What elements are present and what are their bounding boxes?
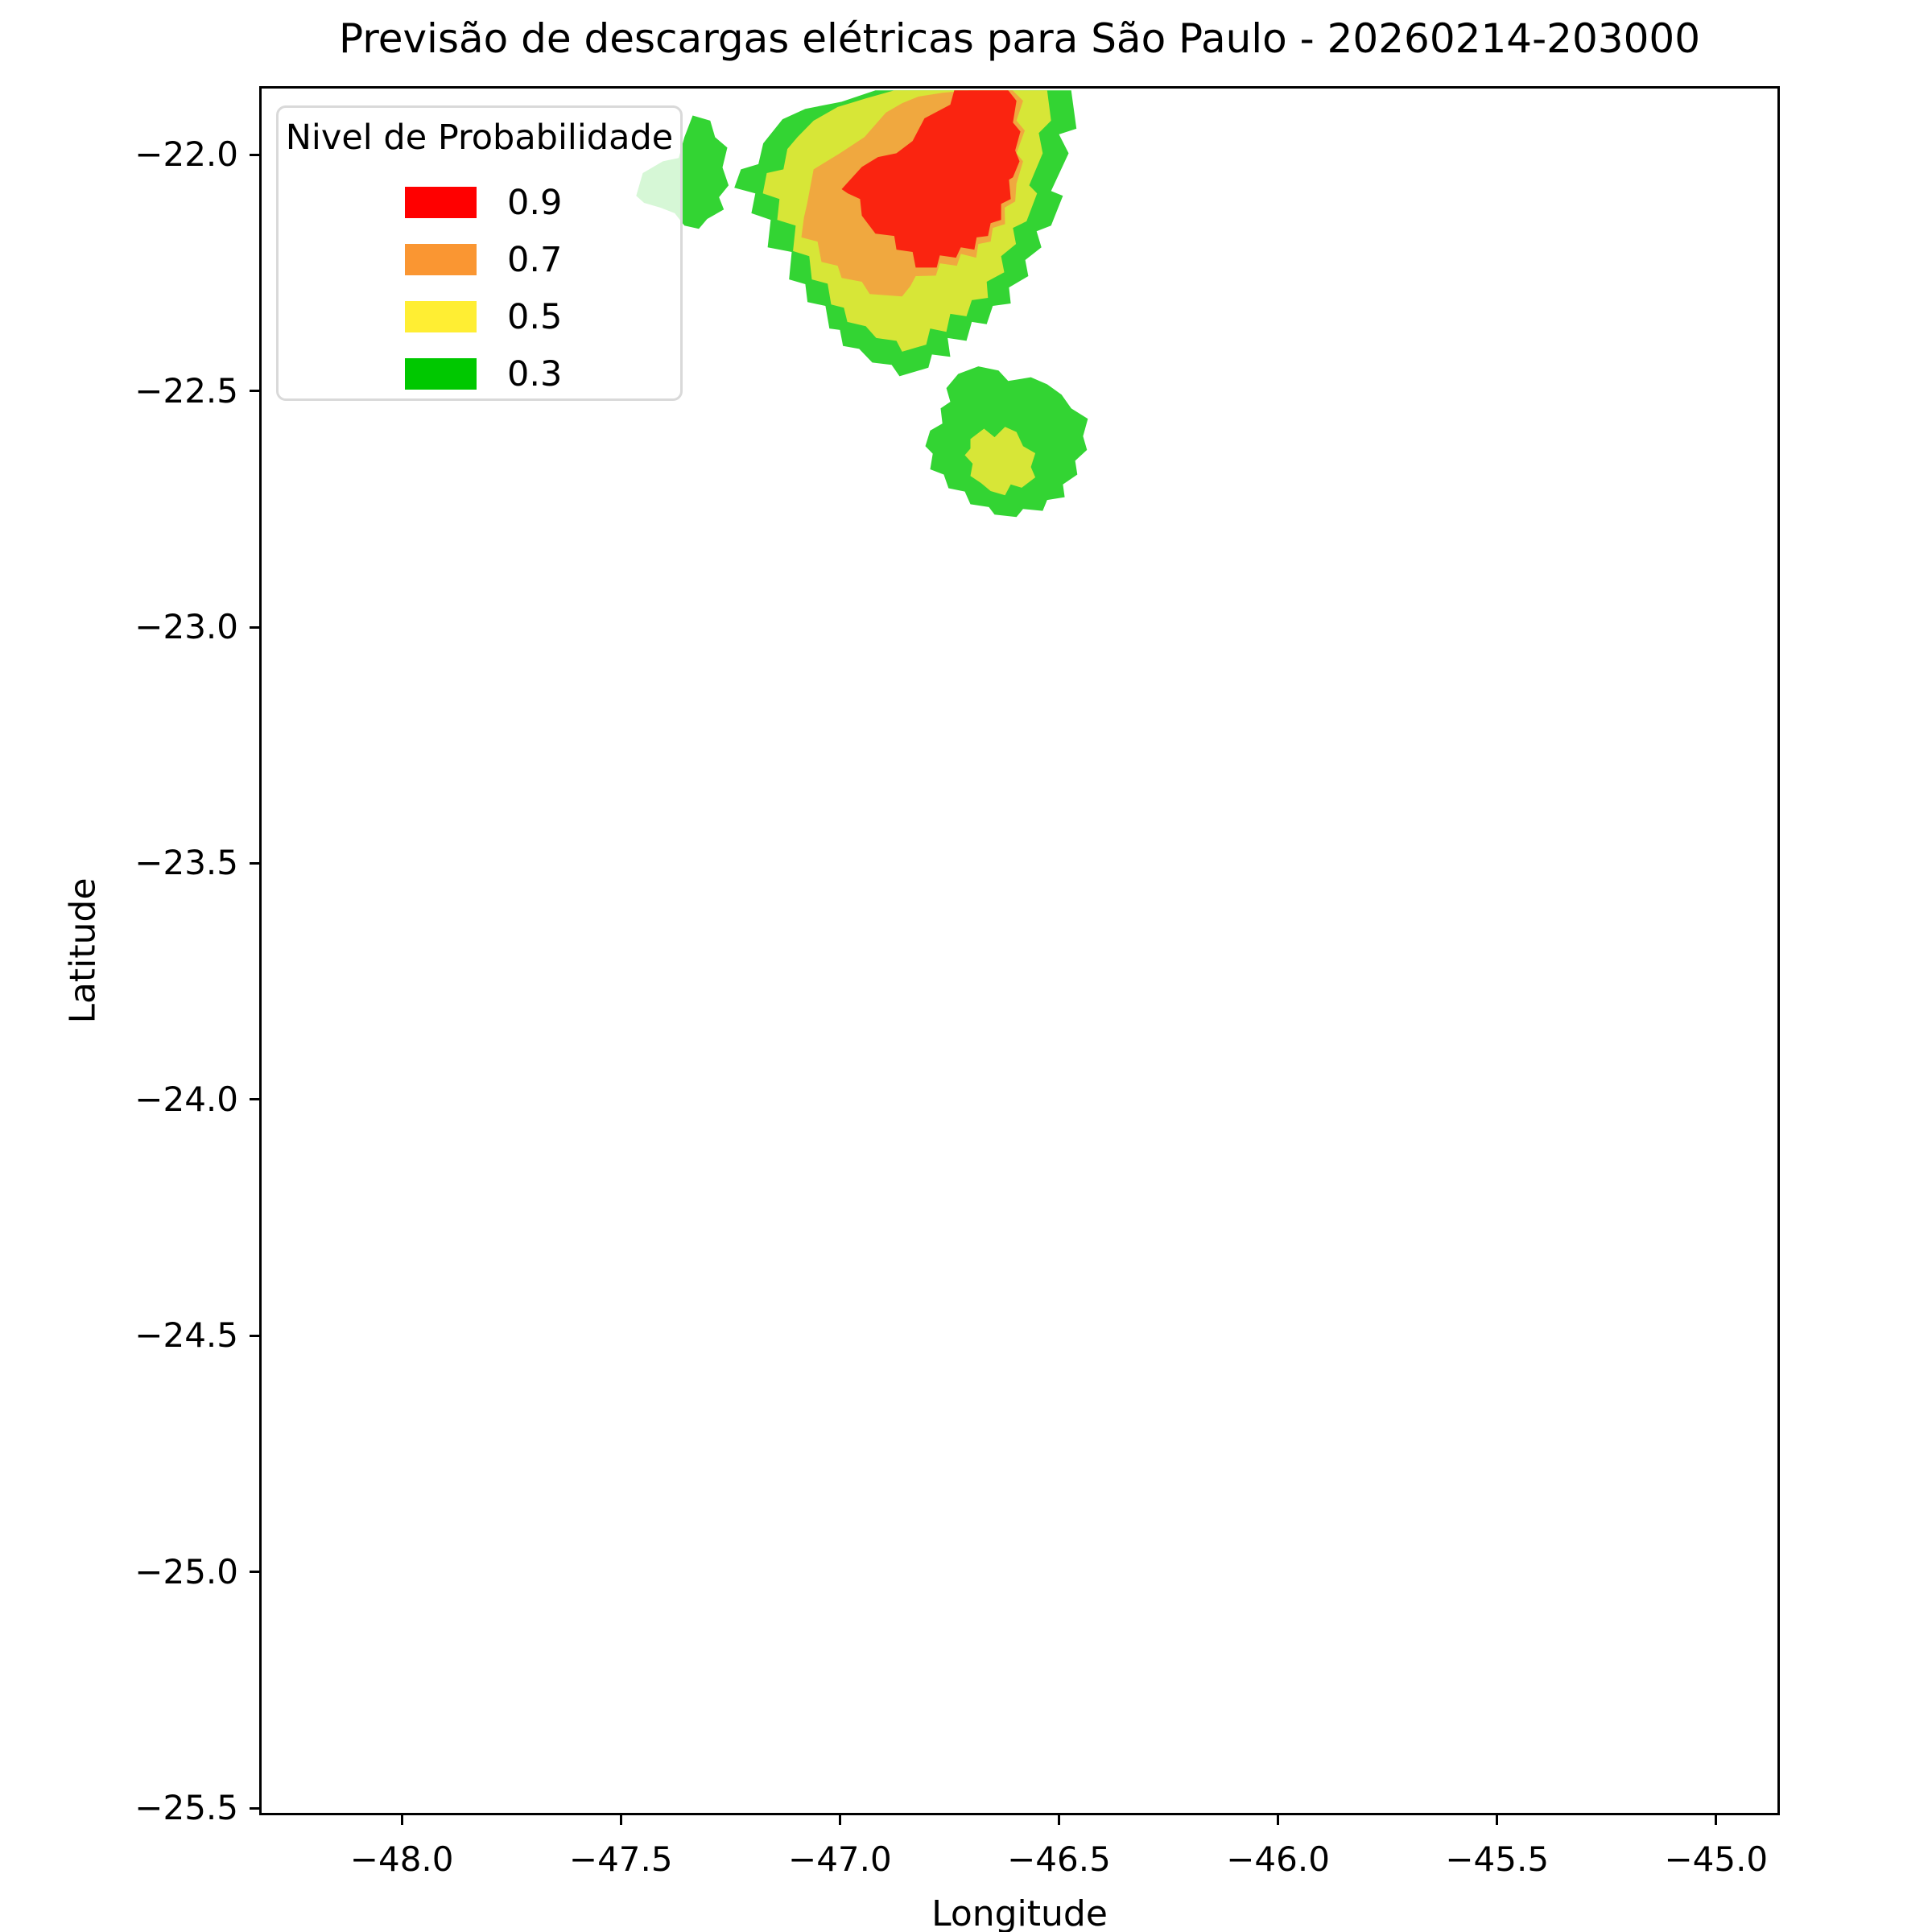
x-tick-label: −46.5 xyxy=(1007,1839,1111,1879)
legend-item-label: 0.5 xyxy=(507,296,563,337)
y-tick-label: −24.5 xyxy=(134,1315,238,1356)
y-tick-label: −22.0 xyxy=(134,134,238,175)
y-tick-label: −22.5 xyxy=(134,370,238,411)
legend-swatch-0.7 xyxy=(405,244,477,275)
y-axis-label: Latitude xyxy=(62,877,104,1024)
x-tick-label: −47.0 xyxy=(788,1839,892,1879)
y-tick-mark xyxy=(250,1098,262,1101)
x-tick-label: −46.0 xyxy=(1226,1839,1330,1879)
y-tick-mark xyxy=(250,1571,262,1574)
legend-title: Nivel de Probabilidade xyxy=(285,118,674,158)
legend-box: Nivel de Probabilidade 0.9 0.7 0.5 0.3 xyxy=(276,105,683,401)
legend-item-label: 0.7 xyxy=(507,239,563,280)
y-tick-label: −25.5 xyxy=(134,1788,238,1828)
legend-item-label: 0.3 xyxy=(507,353,563,394)
y-tick-label: −23.0 xyxy=(134,607,238,646)
y-tick-label: −24.0 xyxy=(134,1079,238,1119)
legend-item-0.5: 0.5 xyxy=(279,288,680,345)
y-tick-label: −25.0 xyxy=(134,1551,238,1591)
y-tick-mark xyxy=(250,390,262,393)
y-tick-mark xyxy=(250,1334,262,1337)
x-tick-mark xyxy=(1496,1813,1499,1825)
x-tick-mark xyxy=(838,1813,841,1825)
chart-title: Previsão de descargas elétricas para São… xyxy=(338,15,1701,62)
y-tick-mark xyxy=(250,153,262,156)
x-tick-label: −45.5 xyxy=(1445,1839,1550,1879)
legend-item-0.3: 0.3 xyxy=(279,345,680,402)
contour-map-svg xyxy=(636,90,1088,518)
y-tick-mark xyxy=(250,1806,262,1810)
x-tick-mark xyxy=(1057,1813,1060,1825)
y-tick-mark xyxy=(250,861,262,865)
x-tick-label: −45.0 xyxy=(1664,1839,1769,1879)
x-tick-mark xyxy=(1715,1813,1718,1825)
x-axis-label: Longitude xyxy=(931,1893,1108,1932)
contour-region-main-cell-red xyxy=(841,90,1021,268)
y-tick-mark xyxy=(250,625,262,629)
x-tick-mark xyxy=(400,1813,403,1825)
x-tick-mark xyxy=(619,1813,622,1825)
legend-item-0.7: 0.7 xyxy=(279,231,680,288)
y-tick-label: −23.5 xyxy=(134,843,238,883)
legend-swatch-0.5 xyxy=(405,301,477,332)
legend-item-label: 0.9 xyxy=(507,182,563,223)
legend-rows: 0.9 0.7 0.5 0.3 xyxy=(279,174,680,402)
x-tick-mark xyxy=(1277,1813,1280,1825)
contour-region-south-cell-yellow xyxy=(964,427,1036,496)
legend-item-0.9: 0.9 xyxy=(279,174,680,231)
legend-swatch-0.3 xyxy=(405,358,477,390)
legend-swatch-0.9 xyxy=(405,187,477,218)
x-tick-label: −48.0 xyxy=(349,1839,454,1879)
x-tick-label: −47.5 xyxy=(568,1839,673,1879)
